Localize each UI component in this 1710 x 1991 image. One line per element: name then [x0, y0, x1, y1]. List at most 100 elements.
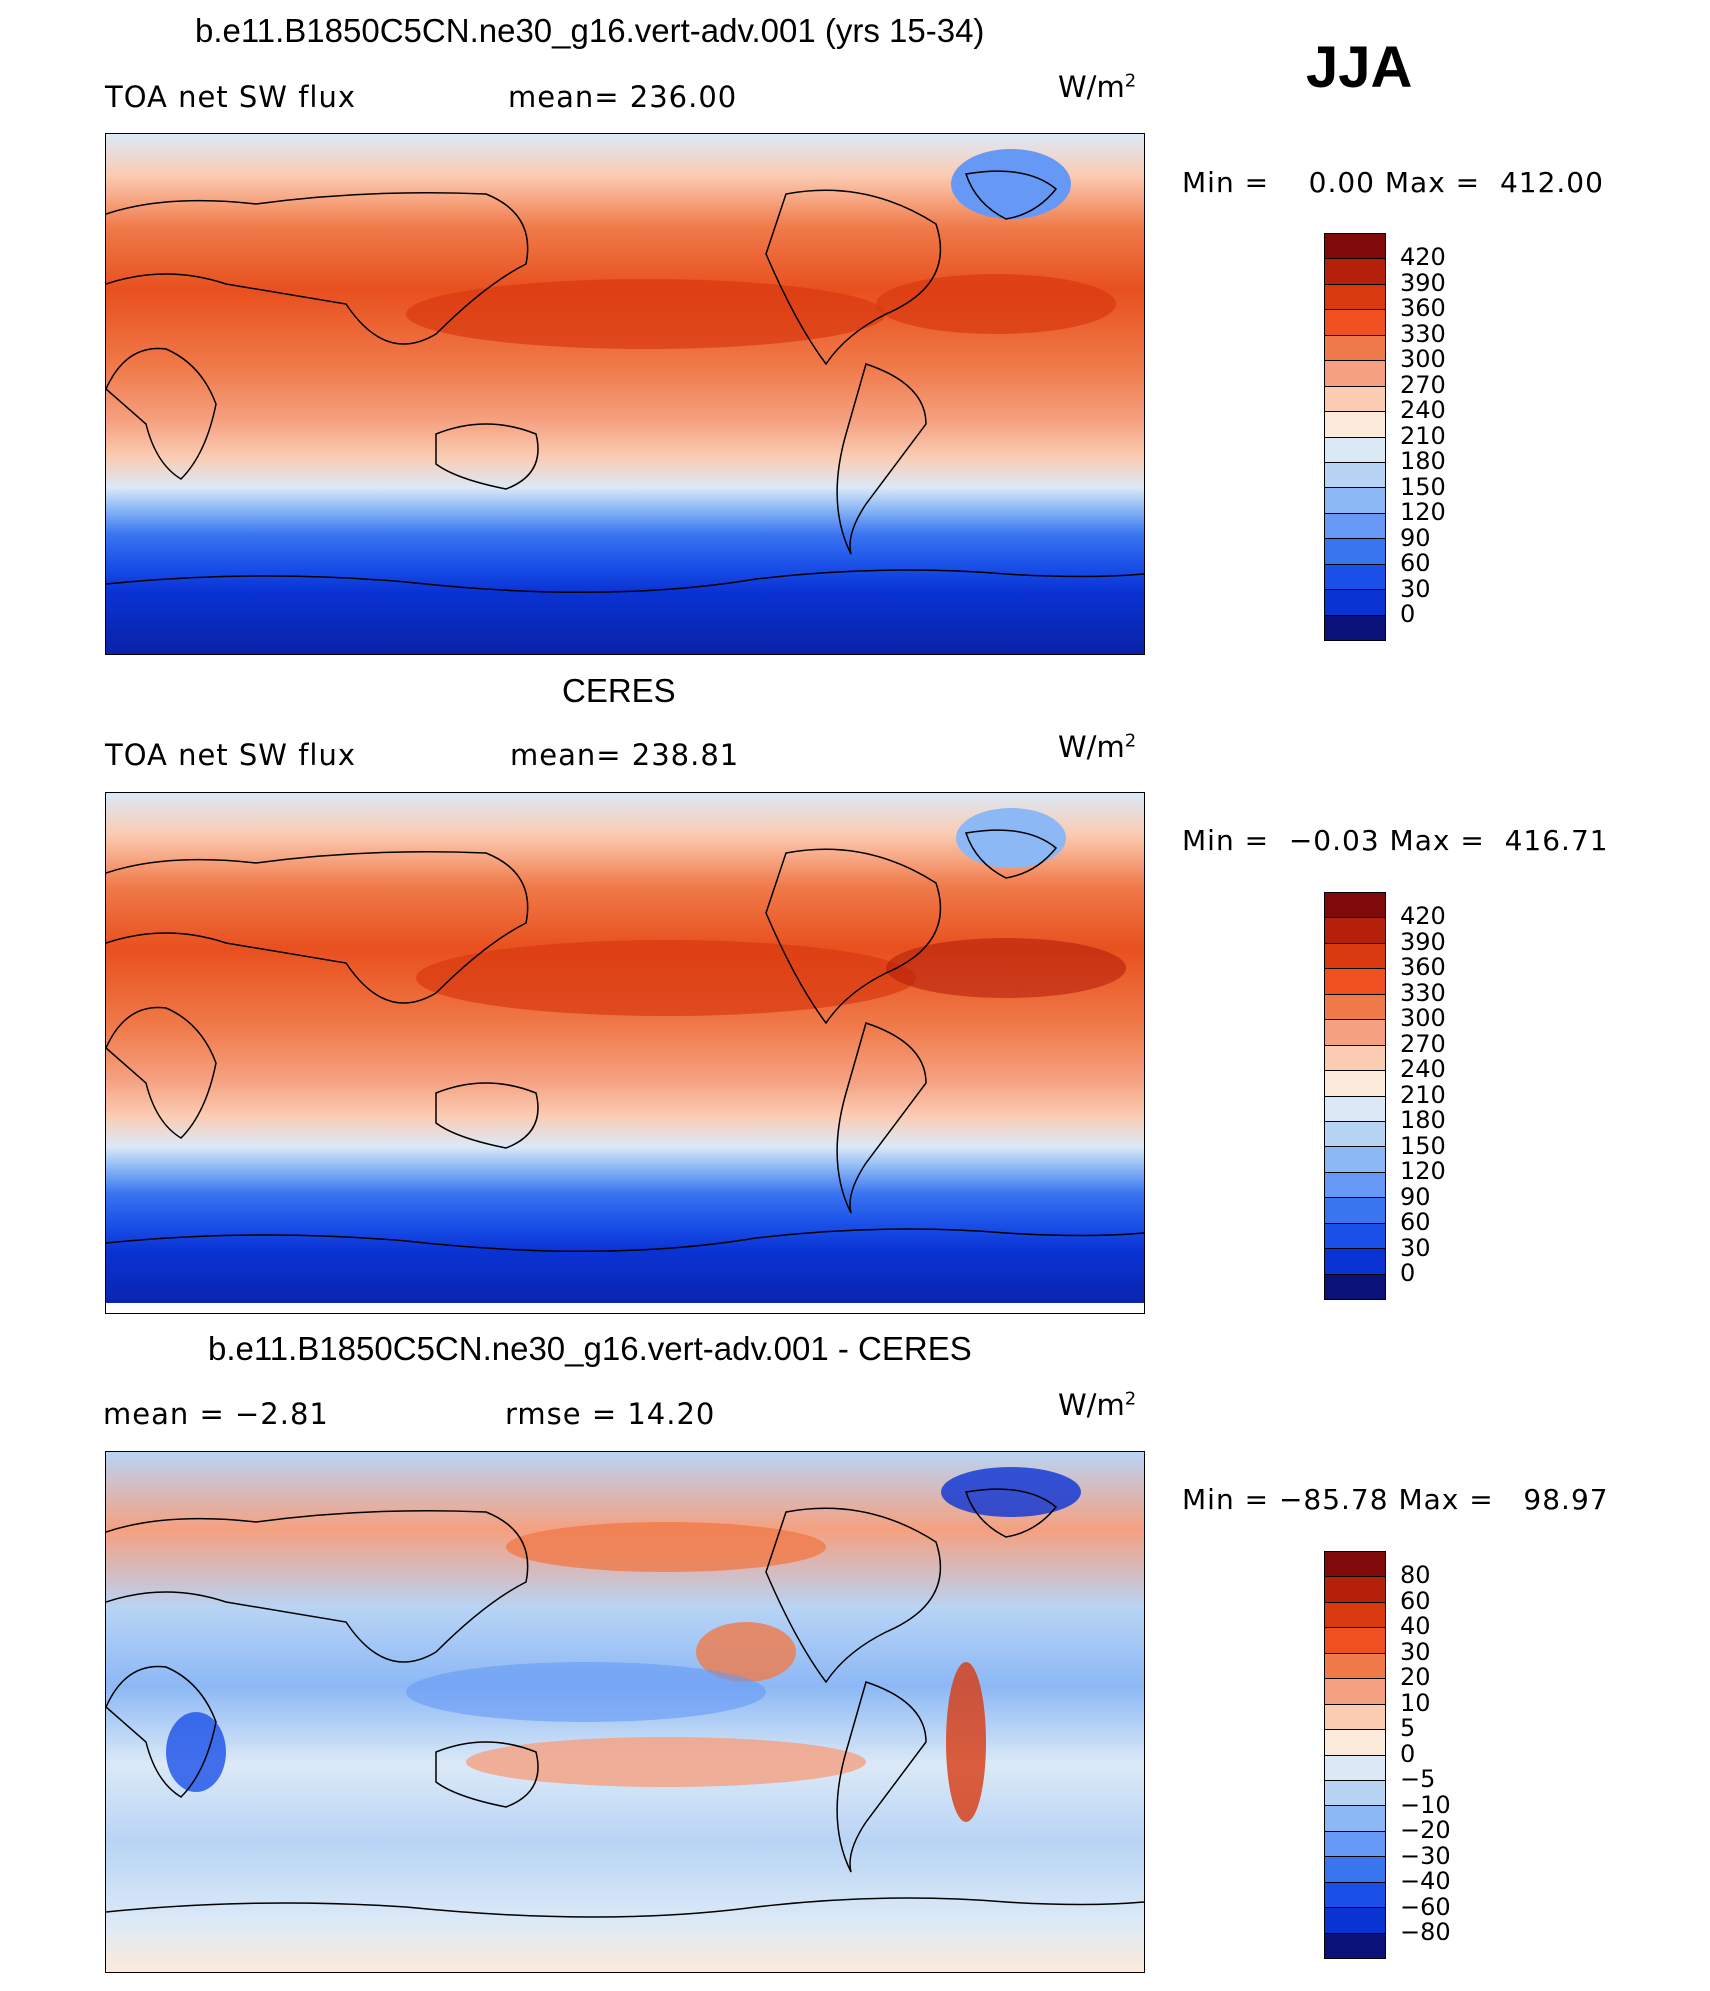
panel1-antarctica-coast — [106, 569, 1144, 594]
panel3-colorbar-swatch — [1325, 1730, 1385, 1756]
panel2-north-america-coast — [765, 848, 942, 1025]
colorbar-tick: 0 — [1400, 1739, 1416, 1768]
panel2-atlantic-max — [886, 938, 1126, 998]
colorbar-tick: 300 — [1400, 1004, 1446, 1032]
colorbar-tick: 30 — [1400, 1233, 1431, 1262]
panel2-colorbar-swatch — [1325, 1071, 1385, 1097]
panel2-colorbar-swatch — [1325, 1198, 1385, 1224]
panel2-colorbar-swatch — [1325, 969, 1385, 995]
panel2-colorbar-swatch — [1325, 1223, 1385, 1250]
panel1-colorbar-swatch — [1325, 310, 1385, 336]
panel3-colorbar-swatch — [1325, 1831, 1385, 1858]
panel1-colorbar-swatch — [1325, 564, 1385, 591]
panel2-colorbar-swatch — [1325, 1172, 1385, 1199]
colorbar-tick: −60 — [1400, 1892, 1451, 1921]
panel3-north-pacific-positive — [506, 1522, 826, 1572]
panel3-colorbar-swatch — [1325, 1806, 1385, 1832]
panel1-greenland-coast — [965, 170, 1058, 220]
panel3-colorbar-swatch — [1325, 1882, 1385, 1909]
panel2-eurasia-coast — [106, 851, 529, 1004]
panel1-mean-label: mean= 236.00 — [508, 80, 738, 114]
colorbar-tick: 420 — [1400, 243, 1446, 271]
panel1-colorbar-swatch — [1325, 615, 1385, 640]
panel3-colorbar-swatch — [1325, 1780, 1385, 1807]
panel3-north-america-coast — [765, 1507, 942, 1684]
panel3-antarctica-coast — [106, 1897, 1144, 1918]
panel1-colorbar-swatch — [1325, 488, 1385, 514]
colorbar-tick: −80 — [1400, 1918, 1451, 1946]
panel3-units: W/m2 — [1058, 1388, 1137, 1422]
panel3-colorbar-swatch — [1325, 1933, 1385, 1958]
panel2-africa-coast — [106, 1006, 217, 1139]
panel1-coastlines — [106, 170, 1144, 594]
panel1-colorbar-swatch — [1325, 284, 1385, 311]
panel1-colorbar-swatch — [1325, 462, 1385, 489]
panel2-map — [105, 792, 1145, 1314]
colorbar-tick: −40 — [1400, 1867, 1451, 1895]
colorbar-tick: 210 — [1400, 1080, 1446, 1109]
colorbar-tick: 420 — [1400, 902, 1446, 930]
panel1-colorbar-swatch — [1325, 386, 1385, 413]
colorbar-tick: 5 — [1400, 1714, 1416, 1742]
colorbar-tick: −20 — [1400, 1816, 1451, 1844]
panel3-colorbar-swatch — [1325, 1679, 1385, 1705]
panel1-colorbar-swatch — [1325, 590, 1385, 616]
panel2-greenland-coast — [965, 829, 1058, 879]
colorbar-tick: 0 — [1400, 1259, 1416, 1287]
panel2-colorbar-swatch — [1325, 994, 1385, 1021]
panel1-atlantic-max — [876, 274, 1116, 334]
panel3-mean-label: mean = −2.81 — [103, 1397, 329, 1431]
colorbar-tick: 360 — [1400, 953, 1446, 981]
panel2-colorbar-swatch — [1325, 1121, 1385, 1148]
panel3-minmax: Min = −85.78 Max = 98.97 — [1182, 1483, 1609, 1516]
panel3-colorbar-swatch — [1325, 1857, 1385, 1883]
colorbar-tick: 300 — [1400, 345, 1446, 373]
panel3-subtropical-positive — [696, 1622, 796, 1682]
colorbar-tick: 10 — [1400, 1688, 1431, 1717]
panel1-map — [105, 133, 1145, 655]
panel3-africa-coast — [106, 1665, 217, 1798]
panel1-colorbar-swatch — [1325, 234, 1385, 260]
panel1-minmax: Min = 0.00 Max = 412.00 — [1182, 166, 1604, 199]
panel2-colorbar-swatch — [1325, 943, 1385, 970]
panel3-south-america-coast — [836, 1681, 927, 1873]
panel1-colorbar-swatch — [1325, 412, 1385, 438]
panel2-colorbar-swatch — [1325, 1045, 1385, 1072]
panel2-south-america-coast — [836, 1022, 927, 1214]
colorbar-tick: 150 — [1400, 472, 1446, 501]
colorbar-tick: −10 — [1400, 1790, 1451, 1819]
panel3-greenland-negative — [941, 1467, 1081, 1517]
colorbar-tick: 150 — [1400, 1131, 1446, 1160]
colorbar-tick: 180 — [1400, 1106, 1446, 1134]
colorbar-tick: 80 — [1400, 1561, 1431, 1589]
colorbar-tick: −30 — [1400, 1841, 1451, 1870]
panel3-colorbar-swatch — [1325, 1704, 1385, 1731]
colorbar-tick: 390 — [1400, 268, 1446, 297]
panel2-greenland-low — [956, 808, 1066, 868]
colorbar-tick: 40 — [1400, 1612, 1431, 1640]
panel2-colorbar — [1324, 892, 1386, 1300]
panel1-variable-label: TOA net SW flux — [105, 80, 357, 114]
panel2-title: CERES — [562, 672, 676, 709]
panel2-coastlines — [106, 829, 1144, 1253]
panel1-colorbar-swatch — [1325, 259, 1385, 285]
panel1-colorbar-swatch — [1325, 513, 1385, 540]
panel1-colorbar-ticks: 420 390 360 330 300 270 240 210 180 150 … — [1400, 243, 1470, 628]
panel2-colorbar-swatch — [1325, 918, 1385, 944]
panel1-north-america-coast — [765, 189, 942, 366]
panel2-colorbar-swatch — [1325, 1147, 1385, 1173]
panel1-eurasia-coast — [106, 192, 529, 345]
panel3-pacific-negative — [406, 1662, 766, 1722]
colorbar-tick: 180 — [1400, 447, 1446, 475]
panel2-pacific-max — [416, 940, 916, 1016]
colorbar-tick: 60 — [1400, 1208, 1431, 1236]
panel3-australia-coast — [435, 1741, 539, 1808]
panel3-colorbar-swatch — [1325, 1755, 1385, 1781]
panel3-coastlines — [106, 1488, 1144, 1918]
panel2-units: W/m2 — [1058, 730, 1137, 764]
panel3-colorbar-swatch — [1325, 1552, 1385, 1578]
colorbar-tick: 90 — [1400, 523, 1431, 552]
panel1-pacific-max — [406, 279, 886, 349]
panel1-africa-coast — [106, 347, 217, 480]
panel3-colorbar-swatch — [1325, 1908, 1385, 1934]
